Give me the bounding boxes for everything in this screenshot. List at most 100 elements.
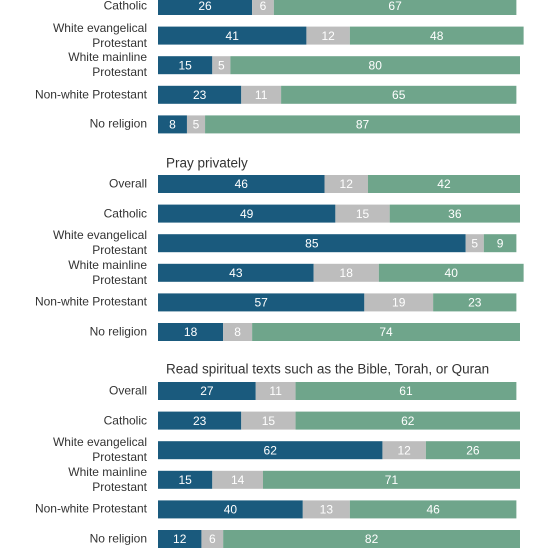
value-label: 65 xyxy=(392,88,406,102)
bar-segment xyxy=(158,26,307,45)
bar-segment xyxy=(241,411,296,430)
category-label: No religion xyxy=(89,324,147,339)
value-label: 27 xyxy=(200,384,214,398)
bar-segment xyxy=(158,382,256,400)
bar-segment xyxy=(158,530,202,548)
value-label: 12 xyxy=(321,29,335,43)
bar-segment xyxy=(223,530,520,548)
bar-segment xyxy=(433,293,517,312)
value-label: 15 xyxy=(262,414,276,428)
bar-segment xyxy=(223,323,253,341)
value-label: 62 xyxy=(264,443,278,457)
value-label: 43 xyxy=(229,266,243,280)
value-label: 40 xyxy=(224,503,238,517)
bar-segment xyxy=(158,470,213,489)
bar-segment xyxy=(252,0,274,15)
bar-segment xyxy=(349,26,524,45)
value-label: 36 xyxy=(448,207,462,221)
bar-segment xyxy=(302,500,350,519)
bar-segment xyxy=(306,26,350,45)
category-label: Non-white Protestant xyxy=(34,87,147,102)
bar-segment xyxy=(158,441,383,460)
bar-segment xyxy=(158,85,242,104)
value-label: 23 xyxy=(468,296,482,310)
value-label: 15 xyxy=(178,58,192,72)
value-label: 11 xyxy=(255,88,268,102)
category-label: White evangelical Protestant xyxy=(52,228,147,258)
value-label: 87 xyxy=(356,118,370,132)
bar-segment xyxy=(335,204,390,223)
category-label: Catholic xyxy=(103,206,147,221)
bar-segment xyxy=(205,115,520,134)
bar-segment xyxy=(389,204,520,223)
bar-segment xyxy=(201,530,224,548)
category-label: White mainline Protestant xyxy=(68,50,147,80)
bar-segment xyxy=(158,263,314,282)
bar-segment xyxy=(262,470,520,489)
bar-segment xyxy=(252,323,520,341)
section-title: Read spiritual texts such as the Bible, … xyxy=(166,361,490,377)
category-label: Catholic xyxy=(103,0,147,13)
bar-segment xyxy=(158,323,224,341)
bar-segment xyxy=(158,500,303,519)
value-label: 71 xyxy=(385,473,399,487)
category-label: No religion xyxy=(89,531,147,546)
value-label: 15 xyxy=(178,473,192,487)
category-label: Non-white Protestant xyxy=(34,501,147,516)
value-label: 23 xyxy=(193,88,207,102)
value-label: 74 xyxy=(379,325,393,339)
bar-segment xyxy=(382,441,426,460)
bar-segment xyxy=(425,441,520,460)
value-label: 49 xyxy=(240,207,254,221)
category-label: Catholic xyxy=(103,413,147,428)
bar-segment xyxy=(158,0,253,15)
category-label: Overall xyxy=(108,176,147,191)
category-label: Non-white Protestant xyxy=(34,294,147,309)
value-label: 9 xyxy=(497,236,504,250)
value-label: 11 xyxy=(269,384,282,398)
category-label: White mainline Protestant xyxy=(68,464,147,494)
value-label: 18 xyxy=(340,266,354,280)
bar-segment xyxy=(158,115,187,134)
bar-segment xyxy=(158,234,466,253)
value-label: 5 xyxy=(218,58,225,72)
value-label: 6 xyxy=(260,0,267,13)
bar-segment xyxy=(295,411,520,430)
value-label: 26 xyxy=(466,443,480,457)
value-label: 40 xyxy=(445,266,459,280)
bar-segment xyxy=(281,85,517,104)
value-label: 82 xyxy=(365,532,379,546)
bar-segment xyxy=(349,500,517,519)
bar-segment xyxy=(158,411,242,430)
bar-segment xyxy=(158,204,336,223)
value-label: 8 xyxy=(169,118,176,132)
value-label: 48 xyxy=(430,29,444,43)
value-label: 19 xyxy=(392,296,406,310)
value-label: 26 xyxy=(198,0,212,13)
value-label: 8 xyxy=(234,325,241,339)
bar-segment xyxy=(212,56,231,75)
category-label: No religion xyxy=(89,116,147,131)
value-label: 80 xyxy=(369,58,383,72)
value-label: 67 xyxy=(388,0,402,13)
bar-segment xyxy=(313,263,379,282)
value-label: 13 xyxy=(320,503,334,517)
value-label: 85 xyxy=(305,236,319,250)
category-label: White mainline Protestant xyxy=(68,257,147,287)
value-label: 6 xyxy=(209,532,216,546)
value-label: 46 xyxy=(426,503,440,517)
bar-segment xyxy=(273,0,517,15)
value-label: 18 xyxy=(184,325,198,339)
bar-segment xyxy=(230,56,520,75)
value-label: 23 xyxy=(193,414,207,428)
value-label: 12 xyxy=(173,532,187,546)
value-label: 62 xyxy=(401,414,415,428)
category-label: Overall xyxy=(108,383,147,398)
bar-segment xyxy=(465,234,484,253)
value-label: 5 xyxy=(471,236,478,250)
value-label: 41 xyxy=(226,29,240,43)
bar-segment xyxy=(186,115,206,134)
bar-segment xyxy=(212,470,263,489)
category-label: White evangelical Protestant xyxy=(52,435,147,465)
